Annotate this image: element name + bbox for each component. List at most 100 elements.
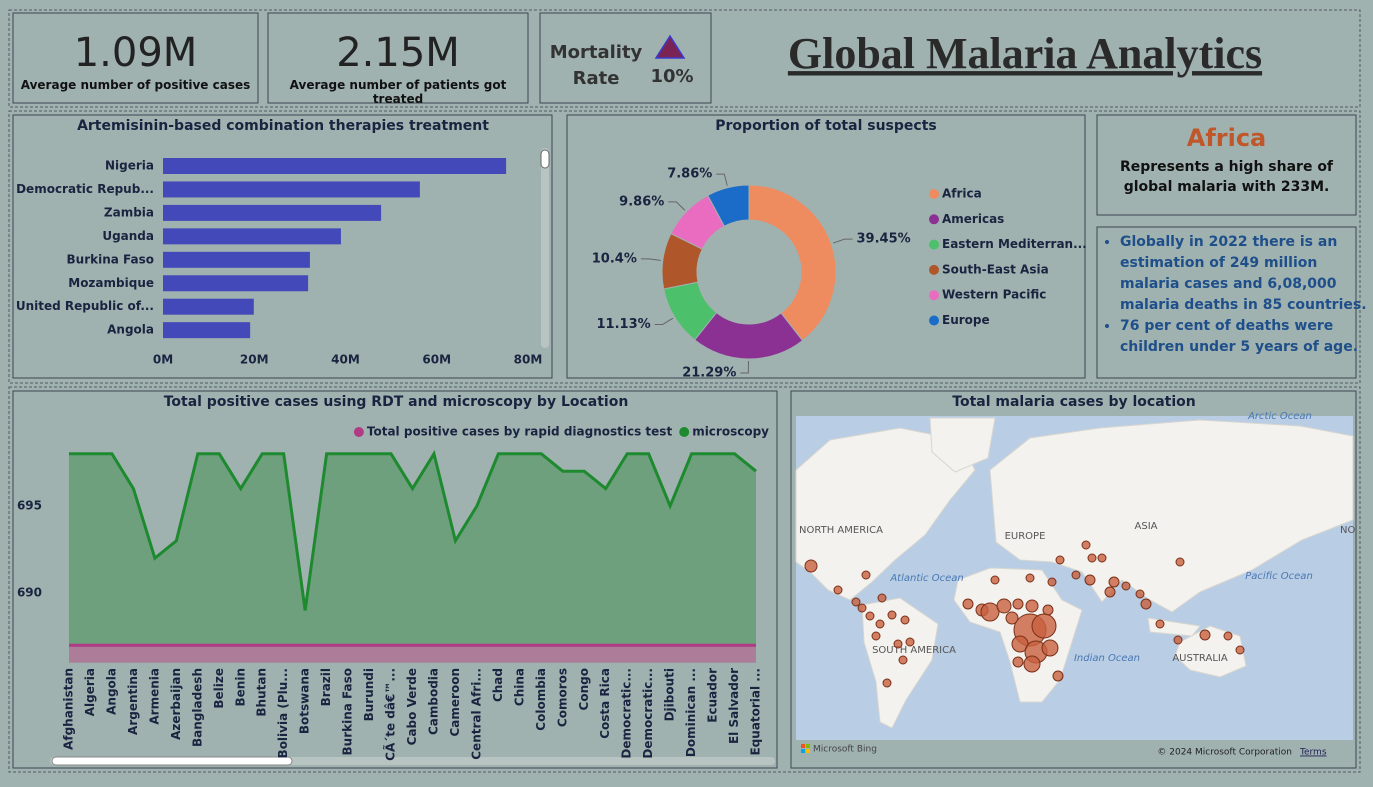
bubble [1235,645,1245,655]
x-tick-label: Dominican ... [684,668,698,757]
bubble [1173,635,1183,645]
mortality-value: 10% [650,66,694,87]
area [69,453,756,663]
line [69,449,757,611]
x-tick-label: Afghanistan [62,668,76,750]
legend-label: Americas [942,212,1004,226]
legend-label: microscopy [692,425,769,439]
legend-label: Western Pacific [942,288,1046,302]
map-label: Atlantic Ocean [889,573,963,584]
x-tick-label: Djibouti [663,668,677,721]
bar [163,228,341,245]
y-tick-label: Burkina Faso [67,252,155,266]
bubble [851,597,861,607]
x-tick-label: Algeria [83,668,97,716]
bubble [898,655,908,665]
line-panel [12,390,778,769]
legend-label: Total positive cases by rapid diagnostic… [367,425,673,439]
bubble [905,637,915,647]
map-label: Arctic Ocean [1247,411,1312,422]
scrollbar [541,148,549,348]
legend-label: South-East Asia [942,262,1049,276]
bubble [1104,586,1116,598]
mortality-panel [539,12,712,104]
map-attribution: Microsoft Bing [813,745,877,755]
bubble [865,611,875,621]
bar [163,275,309,292]
map-label: AUSTRALIA [1172,653,1228,664]
bubble [1025,599,1039,613]
scroll-thumb[interactable] [51,756,293,766]
bar [163,251,310,268]
kpi-label: Average number of positive cases [20,78,251,92]
bubble [1087,553,1097,563]
bubble [1140,598,1152,610]
map: Arctic Ocean NORTH AMERICA ASIA NO EUROP… [795,411,1355,758]
x-tick-label: Angola [104,668,118,715]
leader-line [740,360,749,374]
bubble [1041,639,1059,657]
scroll-thumb[interactable] [540,149,550,169]
map-terms[interactable]: Terms [1299,748,1327,758]
data-label: 10.4% [592,251,637,266]
bubble [900,615,910,625]
y-tick-label: Mozambique [68,276,154,290]
panels [12,12,1357,769]
chart-title: Proportion of total suspects [715,118,936,134]
leader-line [668,201,686,211]
bubble [871,631,881,641]
bubble [980,602,1000,622]
data-label: 9.86% [619,194,664,209]
pie-slice [707,184,750,227]
x-tick-label: Bhutan [255,668,269,717]
x-tick-label: 0M [153,353,173,367]
legend-swatch [929,189,939,199]
x-tick-label: Chad [491,668,505,702]
leader-line [832,238,853,244]
x-tick-label: Cameroon [448,668,462,737]
bubble [996,598,1012,614]
bubble [1071,570,1081,580]
y-tick-label: 695 [17,499,42,513]
x-tick-label: Benin [233,668,247,706]
chart-title: Total positive cases using RDT and micro… [164,394,629,410]
bubble [877,593,887,603]
leader-line [716,173,728,186]
x-tick-label: Cabo Verde [405,668,419,745]
bar [163,181,420,198]
facts-panel [1096,226,1357,379]
bubble [1108,576,1120,588]
map-label: ASIA [1135,521,1158,532]
x-tick-label: Armenia [147,668,161,725]
leader-line [654,317,674,325]
middle-section [8,110,1361,384]
bubble [875,619,885,629]
bubble [882,678,892,688]
north-america [795,427,976,601]
bar [163,298,254,315]
x-tick-label: Central Afri... [469,668,483,760]
y-tick-label: United Republic of... [16,299,154,313]
x-tick-label: Equatorial ... [749,668,763,756]
eurasia [989,419,1354,613]
bubble [962,598,974,610]
bing-logo [806,744,810,748]
fact: Globally in 2022 there is an estimation … [1120,232,1368,316]
x-tick-label: Botswana [298,668,312,734]
x-tick-label: Burundi [362,668,376,721]
bubble [990,575,1000,585]
map-label: NORTH AMERICA [799,525,883,536]
legend-label: Africa [942,187,982,201]
x-tick-label: Belize [212,668,226,709]
bubble [1097,553,1107,563]
bing-logo [806,749,810,753]
facts-list: Globally in 2022 there is an estimation … [1102,232,1368,358]
bubble [1005,611,1019,625]
y-tick-label: Uganda [102,229,154,243]
bubble [1155,619,1165,629]
x-tick-label: 20M [240,353,269,367]
legend-swatch [929,214,939,225]
insight-region: Africa [1186,124,1267,152]
x-tick-label: Burkina Faso [341,668,355,756]
bubble [833,585,843,595]
